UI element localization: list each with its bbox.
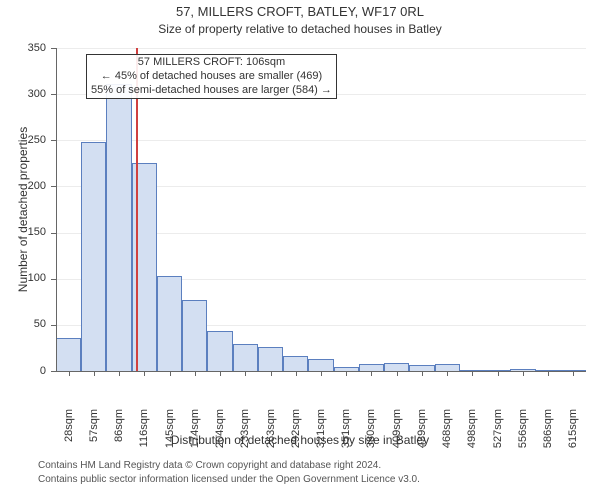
y-axis-line [56, 48, 57, 371]
x-tick-label: 57sqm [88, 409, 100, 469]
x-tick-label: 145sqm [164, 409, 176, 469]
x-tick-label: 28sqm [63, 409, 75, 469]
histogram-bar [435, 364, 460, 371]
histogram-bar [233, 344, 258, 371]
info-line: 57 MILLERS CROFT: 106sqm [91, 56, 332, 70]
x-tick-label: 439sqm [416, 409, 428, 469]
histogram-bar [384, 363, 409, 371]
histogram-bar [56, 338, 81, 371]
y-tick-label: 250 [0, 134, 46, 146]
x-tick-label: 292sqm [290, 409, 302, 469]
footnote-line: Contains public sector information licen… [38, 474, 420, 485]
y-tick-label: 300 [0, 88, 46, 100]
histogram-bar [106, 84, 131, 371]
info-line: 55% of semi-detached houses are larger (… [91, 84, 332, 98]
x-tick-label: 351sqm [340, 409, 352, 469]
histogram-bar [359, 364, 384, 371]
y-tick-label: 200 [0, 180, 46, 192]
x-tick-label: 615sqm [567, 409, 579, 469]
page-title: 57, MILLERS CROFT, BATLEY, WF17 0RL [0, 4, 600, 19]
y-tick-label: 350 [0, 42, 46, 54]
x-tick-label: 468sqm [441, 409, 453, 469]
x-tick-label: 263sqm [265, 409, 277, 469]
histogram-bar [157, 276, 182, 371]
histogram-bar [258, 347, 283, 371]
y-tick-label: 0 [0, 365, 46, 377]
histogram-bar [283, 356, 308, 371]
x-tick-label: 498sqm [466, 409, 478, 469]
x-tick-label: 116sqm [138, 409, 150, 469]
x-tick-label: 86sqm [113, 409, 125, 469]
x-tick-label: 586sqm [542, 409, 554, 469]
x-tick-label: 321sqm [315, 409, 327, 469]
x-tick-label: 409sqm [391, 409, 403, 469]
x-tick-label: 556sqm [517, 409, 529, 469]
x-tick-label: 204sqm [214, 409, 226, 469]
histogram-bar [308, 359, 333, 371]
histogram-bar [207, 331, 232, 371]
x-tick-label: 527sqm [492, 409, 504, 469]
histogram-bar [182, 300, 207, 371]
y-tick-label: 150 [0, 226, 46, 238]
x-tick-label: 380sqm [365, 409, 377, 469]
y-tick-label: 100 [0, 272, 46, 284]
y-tick-label: 50 [0, 318, 46, 330]
info-callout: 57 MILLERS CROFT: 106sqm← 45% of detache… [86, 54, 337, 99]
x-axis-line [56, 371, 586, 372]
x-tick-label: 174sqm [189, 409, 201, 469]
x-tick-label: 233sqm [239, 409, 251, 469]
info-line: ← 45% of detached houses are smaller (46… [91, 70, 332, 84]
histogram-bar [81, 142, 106, 371]
page-subtitle: Size of property relative to detached ho… [0, 22, 600, 36]
